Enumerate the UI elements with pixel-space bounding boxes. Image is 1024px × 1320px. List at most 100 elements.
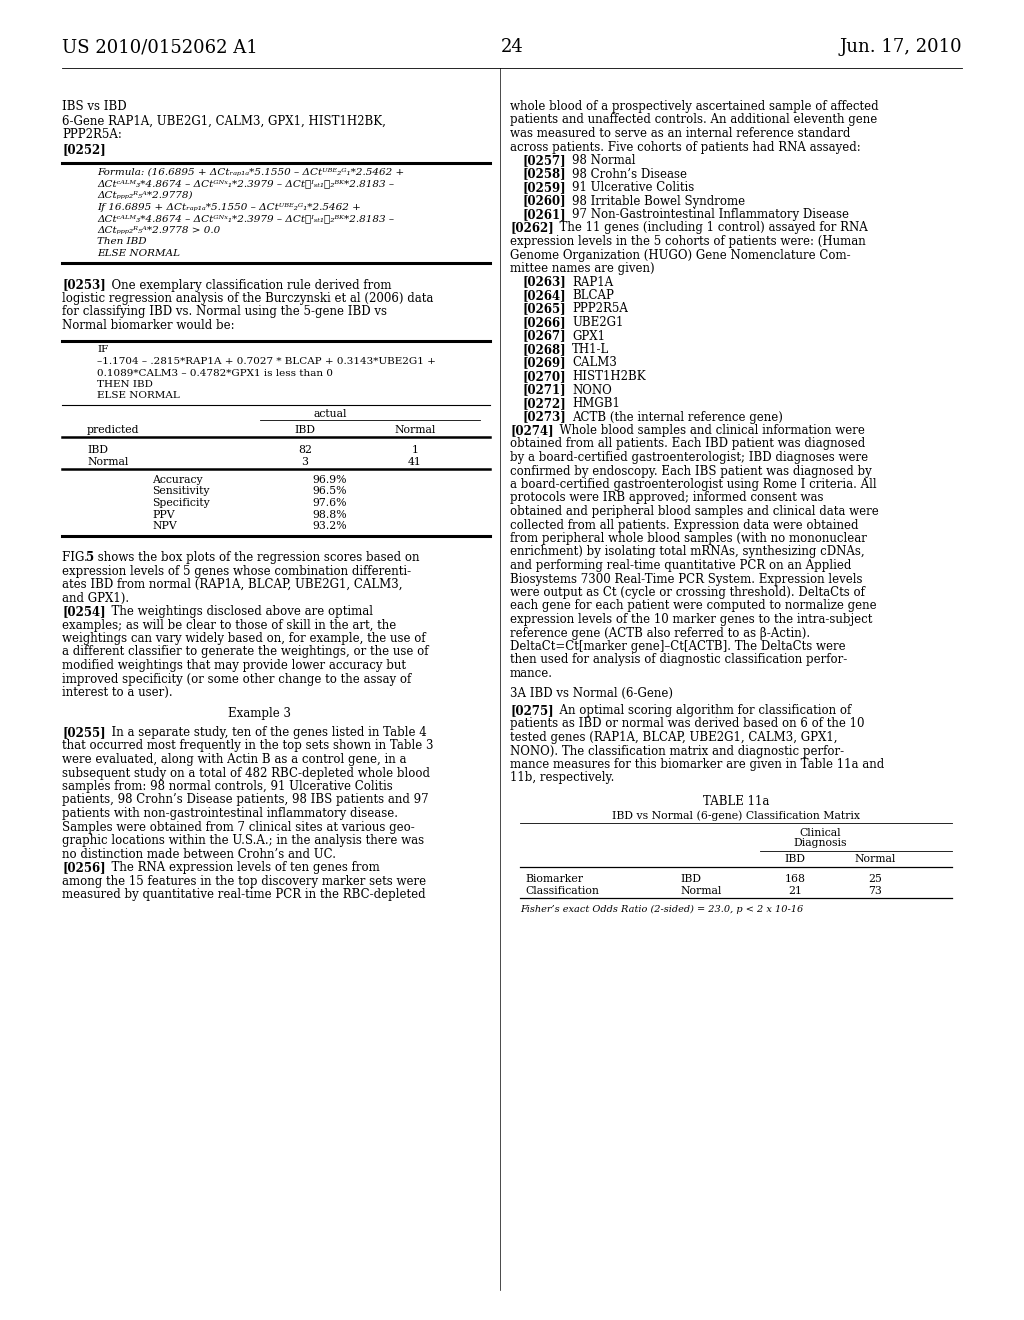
Text: Then IBD: Then IBD [97, 238, 146, 246]
Text: [0257]: [0257] [522, 154, 565, 168]
Text: whole blood of a prospectively ascertained sample of affected: whole blood of a prospectively ascertain… [510, 100, 879, 114]
Text: [0265]: [0265] [522, 302, 565, 315]
Text: CALM3: CALM3 [572, 356, 616, 370]
Text: predicted: predicted [87, 425, 139, 436]
Text: among the 15 features in the top discovery marker sets were: among the 15 features in the top discove… [62, 874, 426, 887]
Text: and GPX1).: and GPX1). [62, 591, 129, 605]
Text: [0273]: [0273] [522, 411, 565, 424]
Text: [0253]: [0253] [62, 279, 105, 292]
Text: Classification: Classification [525, 887, 599, 896]
Text: IBD: IBD [680, 874, 701, 883]
Text: PPV: PPV [152, 510, 175, 520]
Text: ΔCtᶜᴬᴸᴹ₃*4.8674 – ΔCtᴳᴺˣ₁*2.3979 – ΔCtℍᴵₛₜ₁ℍ₂ᴮᴷ*2.8183 –: ΔCtᶜᴬᴸᴹ₃*4.8674 – ΔCtᴳᴺˣ₁*2.3979 – ΔCtℍᴵ… [97, 214, 394, 223]
Text: One exemplary classification rule derived from: One exemplary classification rule derive… [104, 279, 391, 292]
Text: 97 Non-Gastrointestinal Inflammatory Disease: 97 Non-Gastrointestinal Inflammatory Dis… [572, 209, 849, 220]
Text: [0262]: [0262] [510, 222, 554, 235]
Text: measured by quantitative real-time PCR in the RBC-depleted: measured by quantitative real-time PCR i… [62, 888, 426, 902]
Text: 82: 82 [298, 445, 312, 455]
Text: NONO). The classification matrix and diagnostic perfor-: NONO). The classification matrix and dia… [510, 744, 844, 758]
Text: [0263]: [0263] [522, 276, 565, 289]
Text: BLCAP: BLCAP [572, 289, 613, 302]
Text: 3A IBD vs Normal (6-Gene): 3A IBD vs Normal (6-Gene) [510, 686, 673, 700]
Text: [0274]: [0274] [510, 424, 554, 437]
Text: 21: 21 [788, 887, 802, 896]
Text: 96.9%: 96.9% [312, 475, 346, 484]
Text: [0261]: [0261] [522, 209, 565, 220]
Text: The weightings disclosed above are optimal: The weightings disclosed above are optim… [104, 605, 373, 618]
Text: 25: 25 [868, 874, 882, 883]
Text: weightings can vary widely based on, for example, the use of: weightings can vary widely based on, for… [62, 632, 426, 645]
Text: Biosystems 7300 Real-Time PCR System. Expression levels: Biosystems 7300 Real-Time PCR System. Ex… [510, 573, 862, 586]
Text: [0270]: [0270] [522, 370, 565, 383]
Text: [0269]: [0269] [522, 356, 565, 370]
Text: 1: 1 [412, 445, 419, 455]
Text: [0264]: [0264] [522, 289, 565, 302]
Text: samples from: 98 normal controls, 91 Ulcerative Colitis: samples from: 98 normal controls, 91 Ulc… [62, 780, 393, 793]
Text: from peripheral whole blood samples (with no mononuclear: from peripheral whole blood samples (wit… [510, 532, 867, 545]
Text: Normal: Normal [87, 457, 128, 467]
Text: ΔCtₚₚₚ₂ᴿ₅ᴬ*2.9778 > 0.0: ΔCtₚₚₚ₂ᴿ₅ᴬ*2.9778 > 0.0 [97, 226, 220, 235]
Text: obtained from all patients. Each IBD patient was diagnosed: obtained from all patients. Each IBD pat… [510, 437, 865, 450]
Text: 98 Irritable Bowel Syndrome: 98 Irritable Bowel Syndrome [572, 194, 745, 207]
Text: The RNA expression levels of ten genes from: The RNA expression levels of ten genes f… [104, 861, 380, 874]
Text: ACTB (the internal reference gene): ACTB (the internal reference gene) [572, 411, 783, 424]
Text: tested genes (RAP1A, BLCAP, UBE2G1, CALM3, GPX1,: tested genes (RAP1A, BLCAP, UBE2G1, CALM… [510, 731, 838, 744]
Text: [0252]: [0252] [62, 144, 105, 157]
Text: graphic locations within the U.S.A.; in the analysis there was: graphic locations within the U.S.A.; in … [62, 834, 424, 847]
Text: logistic regression analysis of the Burczynski et al (2006) data: logistic regression analysis of the Burc… [62, 292, 433, 305]
Text: 0.1089*CALM3 – 0.4782*GPX1 is less than 0: 0.1089*CALM3 – 0.4782*GPX1 is less than … [97, 368, 333, 378]
Text: 98 Crohn’s Disease: 98 Crohn’s Disease [572, 168, 687, 181]
Text: [0267]: [0267] [522, 330, 565, 342]
Text: The 11 genes (including 1 control) assayed for RNA: The 11 genes (including 1 control) assay… [552, 222, 867, 235]
Text: IBD vs Normal (6-gene) Classification Matrix: IBD vs Normal (6-gene) Classification Ma… [612, 810, 860, 821]
Text: ΔCtₚₚₚ₂ᴿ₅ᴬ*2.9778): ΔCtₚₚₚ₂ᴿ₅ᴬ*2.9778) [97, 191, 193, 201]
Text: 98 Normal: 98 Normal [572, 154, 636, 168]
Text: Genome Organization (HUGO) Gene Nomenclature Com-: Genome Organization (HUGO) Gene Nomencla… [510, 248, 851, 261]
Text: was measured to serve as an internal reference standard: was measured to serve as an internal ref… [510, 127, 850, 140]
Text: IBD: IBD [295, 425, 315, 436]
Text: US 2010/0152062 A1: US 2010/0152062 A1 [62, 38, 258, 55]
Text: RAP1A: RAP1A [572, 276, 613, 289]
Text: 91 Ulcerative Colitis: 91 Ulcerative Colitis [572, 181, 694, 194]
Text: 98.8%: 98.8% [312, 510, 347, 520]
Text: [0255]: [0255] [62, 726, 105, 739]
Text: interest to a user).: interest to a user). [62, 686, 173, 700]
Text: expression levels of 5 genes whose combination differenti-: expression levels of 5 genes whose combi… [62, 565, 411, 578]
Text: TH1-L: TH1-L [572, 343, 609, 356]
Text: Fisher’s exact Odds Ratio (2-sided) = 23.0, p < 2 x 10-16: Fisher’s exact Odds Ratio (2-sided) = 23… [520, 904, 803, 913]
Text: mittee names are given): mittee names are given) [510, 261, 654, 275]
Text: Formula: (16.6895 + ΔCtᵣₐₚ₁ₐ*5.1550 – ΔCtᵁᴮᴱ₂ᴳ₁*2.5462 +: Formula: (16.6895 + ΔCtᵣₐₚ₁ₐ*5.1550 – ΔC… [97, 168, 404, 177]
Text: ELSE NORMAL: ELSE NORMAL [97, 248, 180, 257]
Text: Normal: Normal [854, 854, 896, 865]
Text: Jun. 17, 2010: Jun. 17, 2010 [840, 38, 962, 55]
Text: IBS vs IBD: IBS vs IBD [62, 100, 127, 114]
Text: no distinction made between Crohn’s and UC.: no distinction made between Crohn’s and … [62, 847, 336, 861]
Text: IBD: IBD [87, 445, 108, 455]
Text: Clinical: Clinical [799, 828, 841, 837]
Text: by a board-certified gastroenterologist; IBD diagnoses were: by a board-certified gastroenterologist;… [510, 451, 868, 465]
Text: [0268]: [0268] [522, 343, 565, 356]
Text: a board-certified gastroenterologist using Rome I criteria. All: a board-certified gastroenterologist usi… [510, 478, 877, 491]
Text: UBE2G1: UBE2G1 [572, 315, 624, 329]
Text: TABLE 11a: TABLE 11a [702, 795, 769, 808]
Text: PPP2R5A:: PPP2R5A: [62, 128, 122, 141]
Text: Sensitivity: Sensitivity [152, 487, 210, 496]
Text: enrichment) by isolating total mRNAs, synthesizing cDNAs,: enrichment) by isolating total mRNAs, sy… [510, 545, 864, 558]
Text: [0254]: [0254] [62, 605, 105, 618]
Text: expression levels of the 10 marker genes to the intra-subject: expression levels of the 10 marker genes… [510, 612, 872, 626]
Text: [0259]: [0259] [522, 181, 565, 194]
Text: In a separate study, ten of the genes listed in Table 4: In a separate study, ten of the genes li… [104, 726, 427, 739]
Text: mance.: mance. [510, 667, 553, 680]
Text: protocols were IRB approved; informed consent was: protocols were IRB approved; informed co… [510, 491, 823, 504]
Text: reference gene (ACTB also referred to as β-Actin).: reference gene (ACTB also referred to as… [510, 627, 810, 639]
Text: DeltaCt=Ct[marker gene]–Ct[ACTB]. The DeltaCts were: DeltaCt=Ct[marker gene]–Ct[ACTB]. The De… [510, 640, 846, 653]
Text: improved specificity (or some other change to the assay of: improved specificity (or some other chan… [62, 672, 412, 685]
Text: [0272]: [0272] [522, 397, 565, 411]
Text: IBD: IBD [784, 854, 806, 865]
Text: 24: 24 [501, 38, 523, 55]
Text: Diagnosis: Diagnosis [794, 838, 847, 849]
Text: THEN IBD: THEN IBD [97, 380, 153, 389]
Text: patients with non-gastrointestinal inflammatory disease.: patients with non-gastrointestinal infla… [62, 807, 398, 820]
Text: subsequent study on a total of 482 RBC-depleted whole blood: subsequent study on a total of 482 RBC-d… [62, 767, 430, 780]
Text: [0266]: [0266] [522, 315, 565, 329]
